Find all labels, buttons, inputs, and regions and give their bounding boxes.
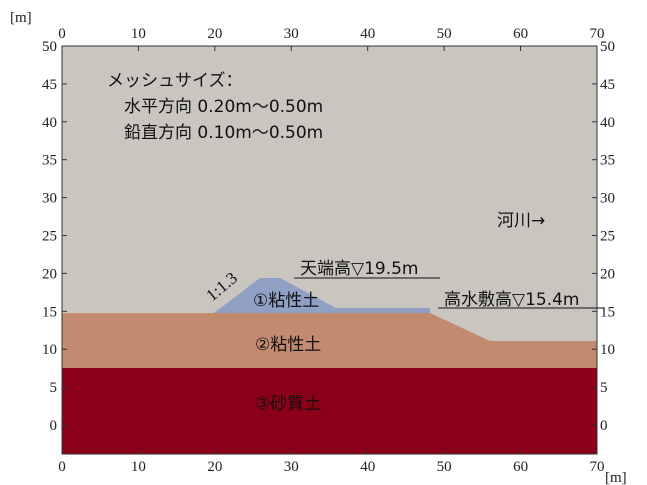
y-tick-label-left: 45 (42, 77, 57, 93)
x-tick-label-bottom: 60 (513, 459, 528, 475)
y-tick-label-left: 5 (50, 380, 58, 396)
x-tick-label-bottom: 0 (58, 459, 66, 475)
layer2-clay (62, 313, 597, 368)
x-unit-label: [m] (605, 470, 627, 485)
x-tick-label-bottom: 40 (360, 459, 375, 475)
mesh-horizontal: 水平方向 0.20m～0.50m (124, 97, 323, 117)
layer2-label: ②粘性土 (255, 335, 321, 355)
layer1-embankment (214, 278, 430, 313)
y-tick-label-left: 30 (42, 191, 57, 207)
x-tick-label-bottom: 30 (284, 459, 299, 475)
y-tick-label-left: 20 (42, 266, 57, 282)
y-tick-label-left: 0 (50, 418, 58, 434)
y-tick-label-left: 10 (42, 342, 57, 358)
x-tick-label-top: 10 (131, 26, 146, 42)
y-tick-label-right: 40 (600, 115, 615, 131)
y-tick-label-left: 40 (42, 115, 57, 131)
layer3-sand (62, 368, 597, 454)
y-tick-label-right: 35 (600, 153, 615, 169)
y-tick-label-right: 50 (600, 39, 615, 55)
x-tick-label-top: 50 (437, 26, 452, 42)
floodplain-label: 高水敷高▽15.4m (444, 290, 580, 310)
layer3-label: ③砂質土 (255, 394, 321, 414)
y-tick-label-right: 20 (600, 266, 615, 282)
y-tick-label-right: 25 (600, 229, 615, 245)
y-tick-label-left: 50 (42, 39, 57, 55)
mesh-vertical: 鉛直方向 0.10m～0.50m (124, 123, 323, 143)
x-tick-label-bottom: 10 (131, 459, 146, 475)
x-tick-label-top: 20 (207, 26, 222, 42)
x-tick-label-bottom: 50 (437, 459, 452, 475)
y-tick-label-right: 30 (600, 191, 615, 207)
x-tick-label-bottom: 70 (590, 459, 605, 475)
y-tick-label-right: 0 (600, 418, 608, 434)
y-tick-label-right: 15 (600, 304, 615, 320)
x-tick-label-top: 40 (360, 26, 375, 42)
y-tick-label-left: 35 (42, 153, 57, 169)
y-tick-label-right: 10 (600, 342, 615, 358)
crest-label: 天端高▽19.5m (300, 259, 419, 279)
y-tick-label-left: 15 (42, 304, 57, 320)
mesh-title: メッシュサイズ： (107, 71, 243, 91)
x-tick-label-bottom: 20 (207, 459, 222, 475)
river-label: 河川→ (497, 211, 545, 231)
plot-frame (61, 45, 598, 455)
x-tick-label-top: 30 (284, 26, 299, 42)
y-tick-label-right: 45 (600, 77, 615, 93)
x-tick-label-top: 70 (590, 26, 605, 42)
x-tick-label-top: 0 (58, 26, 66, 42)
y-tick-label-left: 25 (42, 229, 57, 245)
layer1-label: ①粘性土 (253, 291, 319, 311)
x-tick-label-top: 60 (513, 26, 528, 42)
y-unit-label: [m] (10, 10, 32, 26)
y-tick-label-right: 5 (600, 380, 608, 396)
